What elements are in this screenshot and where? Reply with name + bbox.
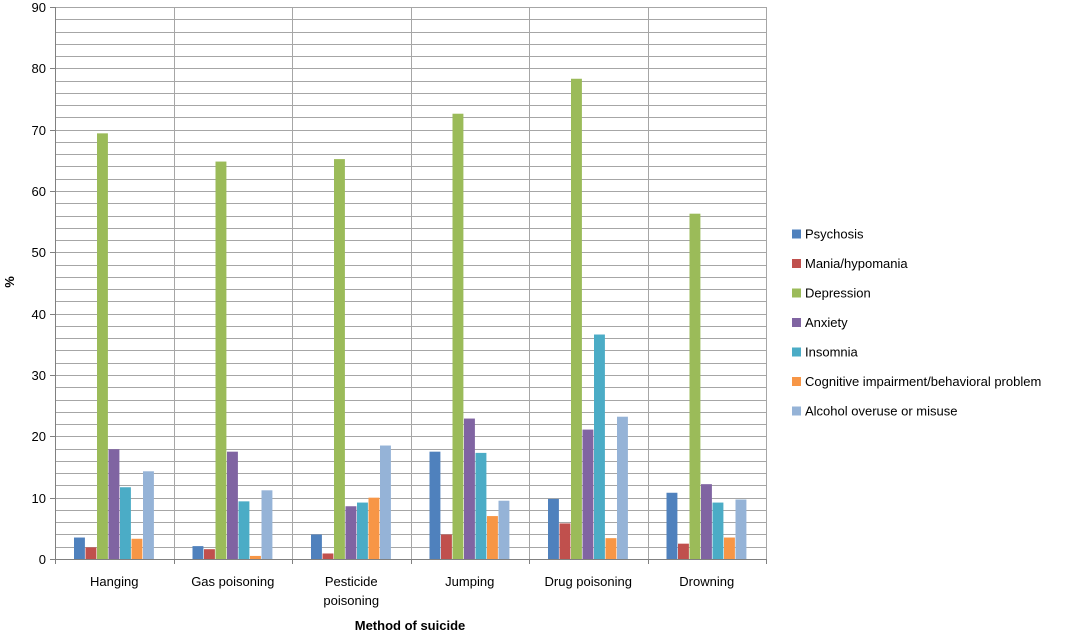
legend-entry: Insomnia (792, 345, 859, 360)
legend-label: Mania/hypomania (805, 256, 908, 271)
x-tick-label: Pesticide poisoning (323, 574, 379, 608)
bar (227, 452, 238, 559)
bar (736, 500, 747, 559)
bar (132, 539, 143, 559)
bar (606, 538, 617, 559)
legend-swatch (792, 348, 801, 357)
bar (357, 503, 368, 559)
x-tick-label-line: poisoning (323, 593, 379, 608)
bar (690, 214, 701, 559)
y-tick-label: 70 (32, 123, 46, 138)
y-tick-labels: 0 10 20 30 40 50 60 70 80 90 (32, 0, 46, 567)
bar (701, 484, 712, 559)
legend-label: Depression (805, 286, 871, 301)
bar (204, 549, 215, 559)
legend-entry: Psychosis (792, 227, 864, 242)
y-tick-label: 90 (32, 0, 46, 15)
bar (713, 503, 724, 559)
bar (109, 449, 120, 559)
bar (239, 501, 250, 559)
x-tick-label-line: Hanging (90, 574, 138, 589)
legend-entry: Alcohol overuse or misuse (792, 404, 957, 419)
legend-swatch (792, 289, 801, 298)
x-tick-label: Hanging (90, 574, 138, 589)
bar (548, 499, 559, 559)
x-tick-label-line: Gas poisoning (191, 574, 274, 589)
bar (617, 417, 628, 559)
bar (250, 556, 261, 559)
legend-swatch (792, 259, 801, 268)
bar (216, 162, 227, 559)
grid-lines (55, 7, 767, 559)
bar (311, 534, 322, 559)
legend-swatch (792, 318, 801, 327)
bar (430, 452, 441, 559)
legend-label: Anxiety (805, 315, 848, 330)
legend-swatch (792, 377, 801, 386)
y-axis-title: % (2, 276, 17, 288)
bar (86, 547, 97, 559)
bar (143, 471, 154, 559)
bar (724, 538, 735, 559)
legend-label: Alcohol overuse or misuse (805, 404, 957, 419)
x-tick-label-line: Drug poisoning (545, 574, 632, 589)
legend-swatch (792, 230, 801, 239)
bar (369, 498, 380, 559)
x-tick-labels: Hanging Gas poisoning Pesticide poisoning Ju… (90, 574, 734, 608)
y-tick-label: 30 (32, 368, 46, 383)
bar (678, 544, 689, 559)
bar (560, 523, 571, 559)
legend-entry: Mania/hypomania (792, 256, 908, 271)
x-tick-label: Drug poisoning (545, 574, 632, 589)
legend-label: Cognitive impairment/behavioral problem (805, 374, 1041, 389)
legend-entry: Depression (792, 286, 871, 301)
y-tick-label: 80 (32, 61, 46, 76)
bar (380, 446, 391, 559)
x-tick-label: Jumping (445, 574, 494, 589)
bar (193, 546, 204, 559)
y-tick-label: 60 (32, 184, 46, 199)
x-tick-label-line: Pesticide (325, 574, 378, 589)
legend-label: Insomnia (805, 345, 859, 360)
x-tick-label-line: Drowning (679, 574, 734, 589)
y-tick-label: 40 (32, 307, 46, 322)
x-tick-label-line: Jumping (445, 574, 494, 589)
bar (346, 506, 357, 559)
x-axis-title: Method of suicide (355, 618, 466, 633)
y-tick-label: 10 (32, 491, 46, 506)
bar (464, 419, 475, 559)
bar (594, 335, 605, 559)
legend-entry: Cognitive impairment/behavioral problem (792, 374, 1041, 389)
bar (334, 159, 345, 559)
bar (583, 430, 594, 559)
legend: Psychosis Mania/hypomania Depression Anxiet… (792, 227, 1041, 419)
legend-swatch (792, 407, 801, 416)
bar (97, 133, 108, 559)
legend-entry: Anxiety (792, 315, 848, 330)
y-tick-label: 20 (32, 429, 46, 444)
bar (487, 516, 498, 559)
bar-chart: 0 10 20 30 40 50 60 70 80 90 Hanging Gas poisoning… (0, 0, 1084, 633)
bar (453, 114, 464, 559)
bar (476, 453, 487, 559)
y-tick-label: 50 (32, 245, 46, 260)
legend-label: Psychosis (805, 227, 864, 242)
bar (262, 490, 273, 559)
axes (50, 7, 767, 564)
bar (120, 487, 131, 559)
x-tick-label: Gas poisoning (191, 574, 274, 589)
bar (667, 493, 678, 559)
bar (323, 553, 334, 559)
bar (441, 534, 452, 559)
y-tick-label: 0 (39, 552, 46, 567)
bar (571, 79, 582, 559)
bar (74, 538, 85, 559)
x-tick-label: Drowning (679, 574, 734, 589)
bar (499, 501, 510, 559)
